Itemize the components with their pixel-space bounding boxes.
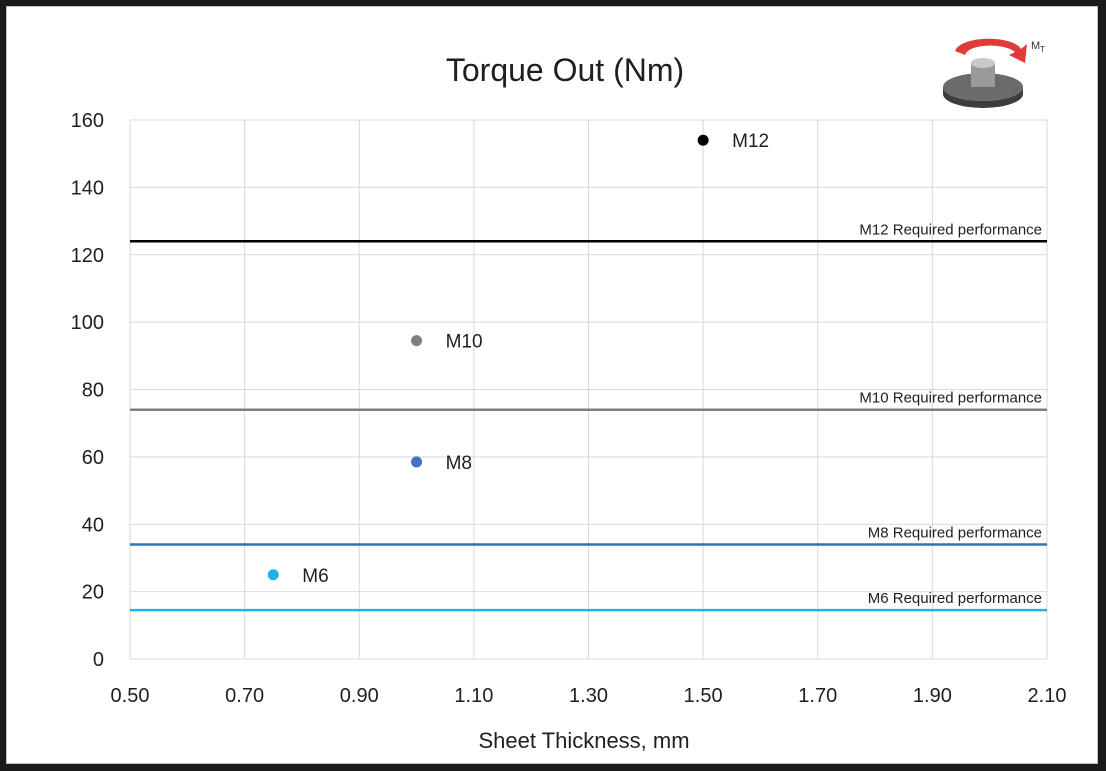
reference-lines: M12 Required performance M10 Required per… [130,221,1047,612]
torque-chart: Torque Out (Nm) M12 Required performance… [71,38,1067,753]
torque-nut-icon: MT [943,38,1045,108]
data-point-label: M10 [446,332,483,353]
y-tick-label: 20 [82,582,104,604]
svg-text:MT: MT [1031,40,1045,54]
reference-line-label: M6 Required performance [868,590,1042,607]
x-tick-label: 1.70 [798,685,837,707]
y-tick-label: 80 [82,380,104,402]
x-axis-title: Sheet Thickness, mm [478,728,689,753]
chart-frame: Torque Out (Nm) M12 Required performance… [6,6,1098,764]
y-tick-label: 100 [71,312,104,334]
x-tick-label: 1.50 [684,685,723,707]
data-point [267,569,279,581]
reference-line-label: M10 Required performance [859,390,1042,407]
data-point [697,134,709,146]
x-tick-labels: 0.50 0.70 0.90 1.10 1.30 1.50 1.70 1.90 2.10 [111,685,1067,707]
data-points: M6 M8 M10 M12 [267,131,769,587]
grid-lines [129,119,1048,660]
data-point-label: M8 [446,453,472,474]
data-point [411,456,423,468]
y-tick-label: 120 [71,245,104,267]
data-point-label: M12 [732,131,769,152]
data-point [411,335,423,347]
x-tick-label: 0.70 [225,685,264,707]
y-tick-labels: 0 20 40 60 80 100 120 140 160 [71,110,104,671]
data-point-label: M6 [302,566,328,587]
x-tick-label: 0.50 [111,685,150,707]
reference-line-label: M12 Required performance [859,221,1042,238]
x-tick-label: 2.10 [1028,685,1067,707]
x-tick-label: 1.30 [569,685,608,707]
y-tick-label: 140 [71,177,104,199]
chart-title: Torque Out (Nm) [446,52,684,88]
reference-line-label: M8 Required performance [868,524,1042,541]
y-tick-label: 160 [71,110,104,132]
y-tick-label: 0 [93,649,104,671]
x-tick-label: 0.90 [340,685,379,707]
y-tick-label: 40 [82,514,104,536]
x-tick-label: 1.90 [913,685,952,707]
y-tick-label: 60 [82,447,104,469]
x-tick-label: 1.10 [454,685,493,707]
